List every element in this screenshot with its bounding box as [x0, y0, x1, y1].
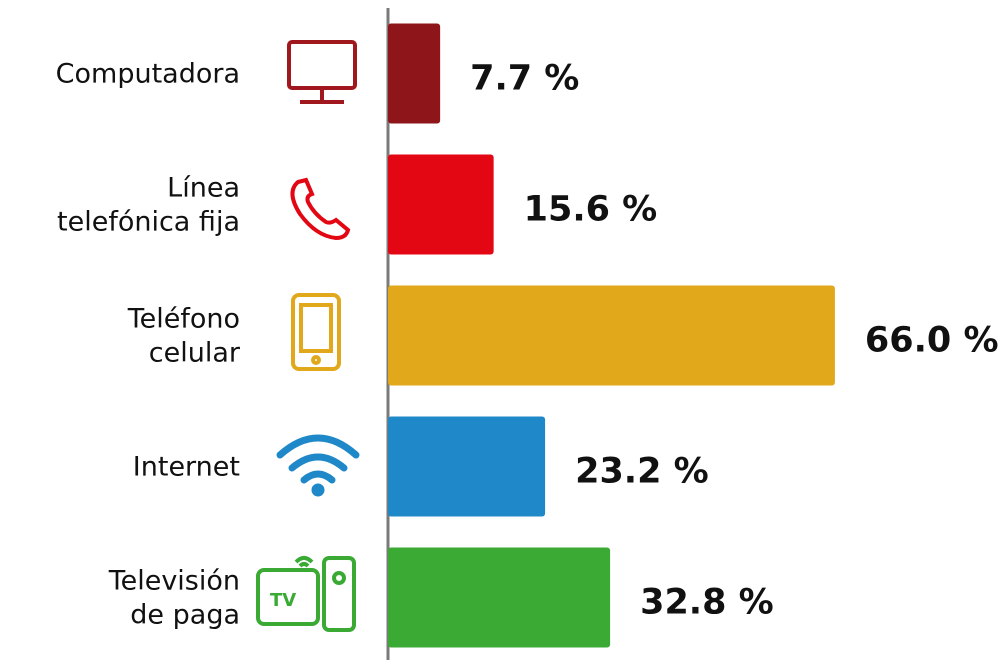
bar	[388, 285, 835, 386]
svg-text:TV: TV	[270, 590, 296, 611]
value-label: 32.8 %	[640, 583, 774, 623]
category-label: Internet	[133, 452, 240, 483]
category-label: Teléfono celular	[127, 304, 241, 369]
category-label: Televisión de paga	[108, 566, 240, 631]
value-label: 7.7 %	[470, 59, 579, 99]
value-label: 66.0 %	[865, 321, 999, 361]
bar	[388, 416, 546, 517]
icon-cellphone	[291, 293, 341, 371]
icon-computer	[287, 40, 357, 104]
icon-wifi	[276, 434, 360, 497]
category-label: Computadora	[56, 59, 240, 90]
bar	[388, 154, 494, 255]
icon-tv: TV	[256, 556, 356, 632]
value-label: 15.6 %	[524, 190, 658, 230]
icon-phone	[290, 177, 351, 241]
bar	[388, 23, 441, 124]
category-label: Línea telefónica fija	[57, 173, 240, 238]
bar	[388, 547, 611, 648]
value-label: 23.2 %	[575, 452, 709, 492]
